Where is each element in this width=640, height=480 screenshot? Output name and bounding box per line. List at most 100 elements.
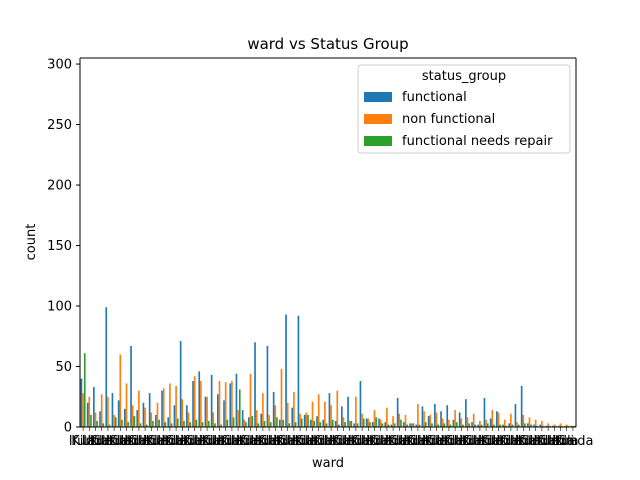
bar-non-functional: [280, 368, 283, 427]
bar-functional-needs-repair: [437, 424, 439, 427]
bar-functional: [452, 419, 455, 427]
bar-functional: [266, 345, 269, 427]
x-tick-label: Ifunda: [534, 434, 575, 449]
bar-functional-needs-repair: [455, 422, 458, 427]
bar-functional-needs-repair: [158, 419, 160, 427]
bar-functional: [508, 423, 511, 427]
bar-functional: [99, 411, 101, 427]
x-tick-label: Kila: [276, 434, 300, 449]
bar-non-functional: [187, 412, 190, 427]
bar-functional: [272, 391, 275, 427]
bar-functional-needs-repair: [294, 422, 297, 427]
bar-functional: [80, 378, 83, 427]
bar-functional: [502, 424, 504, 427]
bar-functional: [130, 345, 132, 427]
bar-functional: [204, 396, 207, 427]
bar-functional-needs-repair: [288, 423, 291, 427]
bar-non-functional: [516, 422, 518, 427]
bar-functional-needs-repair: [145, 424, 148, 427]
x-tick-label: Kila: [108, 434, 132, 449]
bar-non-functional: [553, 424, 556, 427]
x-tick-label: Utiri: [101, 434, 128, 449]
bar-functional-needs-repair: [517, 424, 520, 427]
bar-non-functional: [547, 423, 549, 427]
x-tick-label: Kila: [257, 434, 281, 449]
bar-non-functional: [392, 416, 394, 427]
x-tick-label: Kila: [369, 434, 393, 449]
bar-functional-needs-repair: [220, 424, 222, 427]
bar-functional: [173, 405, 176, 427]
bar-non-functional: [299, 413, 301, 427]
bar-non-functional: [113, 414, 115, 427]
legend-box: [357, 64, 571, 154]
y-tick-label: 300: [47, 58, 72, 73]
bar-functional-needs-repair: [257, 423, 260, 427]
bar-functional: [458, 412, 461, 427]
x-tick-label: Ifunda: [69, 434, 110, 449]
x-tick-label: Utiri: [175, 434, 202, 449]
x-tick-label: Utiri: [156, 434, 183, 449]
bar-functional: [167, 417, 170, 427]
x-tick-label: Kila: [350, 434, 374, 449]
x-tick-label: Ifunda: [125, 434, 166, 449]
x-tick-label: Utiri: [398, 434, 425, 449]
bar-functional-needs-repair: [443, 423, 446, 427]
bar-non-functional: [367, 418, 370, 427]
bar-functional: [409, 423, 411, 427]
x-tick-label: Kila: [90, 434, 114, 449]
bar-functional: [347, 396, 349, 427]
bar-non-functional: [162, 388, 165, 427]
legend-label-functional: functional: [402, 90, 467, 105]
bar-functional-needs-repair: [121, 419, 123, 427]
bar-functional-needs-repair: [102, 423, 105, 427]
bar-functional-needs-repair: [83, 353, 86, 427]
bar-functional: [279, 419, 281, 427]
bar-functional-needs-repair: [406, 424, 408, 427]
x-tick-label: Kila: [480, 434, 504, 449]
x-tick-label: Ifunda: [199, 434, 240, 449]
bar-functional-needs-repair: [238, 389, 241, 427]
bar-functional-needs-repair: [486, 423, 489, 427]
bar-functional: [539, 424, 542, 427]
bar-functional: [105, 307, 108, 427]
bar-non-functional: [510, 413, 512, 427]
bar-functional-needs-repair: [176, 418, 179, 427]
bar-functional-needs-repair: [139, 423, 142, 427]
bar-functional-needs-repair: [418, 424, 421, 427]
bar-functional-needs-repair: [183, 420, 185, 427]
bar-non-functional: [479, 420, 481, 427]
bar-functional: [378, 418, 380, 427]
x-tick-label: Ifunda: [218, 434, 259, 449]
bar-non-functional: [423, 411, 425, 427]
bar-functional-needs-repair: [548, 425, 551, 427]
bar-functional-needs-repair: [214, 423, 216, 427]
bar-functional-needs-repair: [152, 420, 154, 427]
bar-functional: [384, 422, 387, 427]
bar-non-functional: [119, 354, 122, 427]
bar-functional-needs-repair: [276, 417, 278, 427]
bar-non-functional: [454, 410, 456, 427]
bar-functional: [192, 381, 194, 427]
x-tick-label: Ifunda: [311, 434, 352, 449]
bar-functional-needs-repair: [251, 416, 253, 427]
bar-functional: [254, 342, 256, 427]
x-tick-label: Kila: [294, 434, 318, 449]
bar-functional: [229, 383, 232, 427]
bar-non-functional: [262, 393, 264, 427]
bar-functional-needs-repair: [424, 422, 427, 427]
bar-non-functional: [286, 402, 289, 427]
bar-functional-needs-repair: [350, 420, 353, 427]
bar-functional-needs-repair: [300, 418, 303, 427]
bar-functional: [241, 410, 244, 427]
bars-group: [80, 307, 576, 427]
bar-functional-needs-repair: [449, 424, 452, 427]
bar-functional: [403, 422, 405, 427]
legend-label-non-functional: non functional: [402, 112, 495, 127]
bar-functional: [496, 411, 498, 427]
bar-non-functional: [150, 412, 153, 427]
x-tick-label: Kila: [71, 434, 95, 449]
x-tick-label: Utiri: [119, 434, 146, 449]
x-tick-label: Ifunda: [404, 434, 445, 449]
bar-non-functional: [435, 412, 438, 427]
